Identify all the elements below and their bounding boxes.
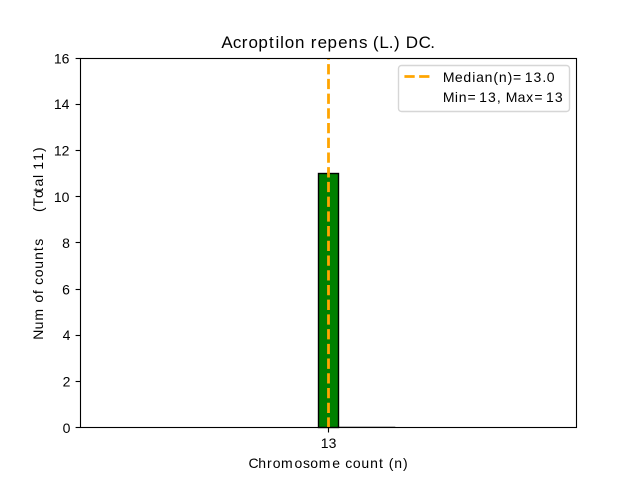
svg-text:13: 13	[321, 435, 337, 451]
svg-text:0: 0	[63, 420, 71, 436]
svg-text:6: 6	[62, 281, 70, 297]
svg-text:2: 2	[63, 373, 71, 389]
svg-text:Chromosome count (n): Chromosome count (n)	[249, 455, 408, 471]
svg-text:Num of counts (Total 11): Num of counts (Total 11)	[30, 147, 46, 339]
svg-text:Median(n)=13.0: Median(n)=13.0	[443, 69, 555, 85]
svg-text:16: 16	[54, 50, 70, 66]
svg-text:4: 4	[63, 327, 71, 343]
svg-text:12: 12	[54, 143, 70, 159]
svg-text:8: 8	[62, 235, 70, 251]
svg-text:10: 10	[54, 189, 70, 205]
svg-text:14: 14	[54, 96, 70, 112]
svg-text:Min=13, Max=13: Min=13, Max=13	[443, 89, 563, 105]
svg-text:Acroptilon repens (L.) DC.: Acroptilon repens (L.) DC.	[221, 33, 435, 52]
